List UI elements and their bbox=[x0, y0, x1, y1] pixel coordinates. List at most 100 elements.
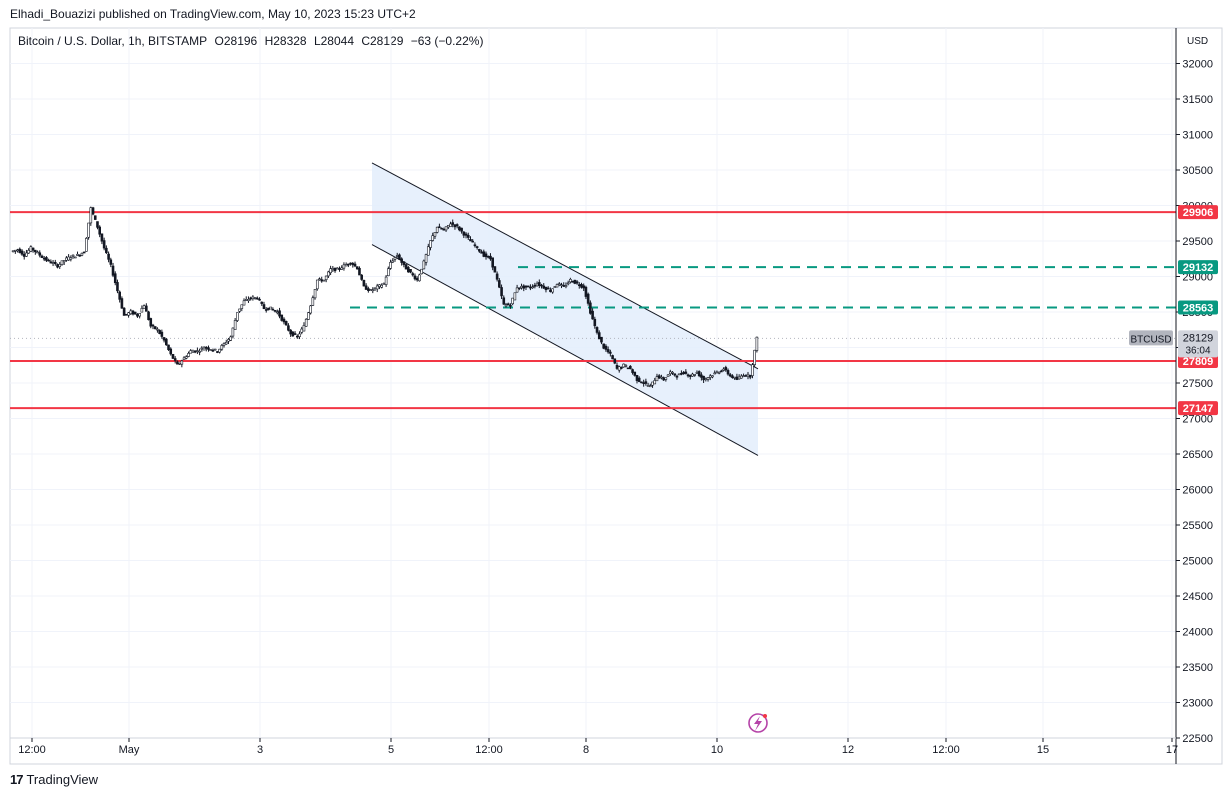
candle bbox=[473, 242, 477, 248]
candle bbox=[666, 374, 670, 377]
candle-body bbox=[535, 283, 539, 287]
candle-body bbox=[333, 267, 337, 272]
level-tag-27147-bg bbox=[1178, 401, 1218, 416]
candle bbox=[227, 337, 230, 345]
candle bbox=[53, 259, 57, 266]
candle-body bbox=[478, 249, 481, 252]
candle bbox=[89, 206, 93, 226]
candle-body bbox=[484, 253, 488, 258]
candle-body bbox=[722, 368, 725, 371]
candle-body bbox=[27, 250, 30, 254]
candle-body bbox=[577, 284, 581, 286]
candle-body bbox=[320, 279, 324, 282]
candle-body bbox=[682, 372, 685, 375]
candle-body bbox=[724, 367, 728, 371]
candle-body bbox=[89, 207, 93, 224]
tradingview-icon: 17 bbox=[10, 772, 24, 787]
candle-body bbox=[735, 376, 739, 380]
candle bbox=[229, 335, 232, 342]
tradingview-brand: TradingView bbox=[26, 772, 99, 787]
candle-body bbox=[247, 299, 250, 302]
candle bbox=[118, 290, 121, 303]
candle-body bbox=[284, 321, 288, 326]
candle bbox=[591, 308, 594, 320]
candle-body bbox=[233, 320, 237, 330]
candle-body bbox=[193, 350, 197, 353]
candle bbox=[333, 267, 337, 273]
descending-channel[interactable] bbox=[371, 162, 759, 456]
candle-body bbox=[287, 325, 290, 331]
candle-body bbox=[751, 364, 754, 376]
candle bbox=[515, 284, 519, 293]
candle bbox=[740, 374, 743, 379]
candle-body bbox=[435, 226, 439, 233]
candle bbox=[125, 313, 128, 316]
candle-body bbox=[677, 373, 681, 376]
candle bbox=[675, 374, 679, 380]
candle bbox=[162, 337, 166, 343]
candle bbox=[113, 271, 117, 286]
candle bbox=[198, 348, 201, 356]
candle-body bbox=[34, 249, 37, 253]
candle-body bbox=[404, 264, 408, 270]
candle bbox=[462, 231, 466, 239]
candle bbox=[451, 219, 455, 228]
lightning-icon[interactable] bbox=[748, 713, 768, 733]
candle-body bbox=[704, 378, 708, 380]
candle-body bbox=[720, 370, 723, 373]
candle-body bbox=[182, 357, 186, 360]
candle-body bbox=[349, 262, 352, 265]
candle-body bbox=[549, 289, 552, 292]
candle-body bbox=[227, 339, 230, 342]
candle bbox=[538, 279, 541, 289]
candle-body bbox=[271, 308, 275, 311]
candle bbox=[606, 346, 610, 354]
candle-body bbox=[486, 255, 490, 258]
candle-body bbox=[113, 273, 117, 284]
tradingview-logo[interactable]: 17 TradingView bbox=[10, 772, 98, 787]
candle-body bbox=[14, 249, 17, 252]
candle-body bbox=[475, 246, 479, 248]
level-tag-29906-bg bbox=[1178, 205, 1218, 220]
candle-body bbox=[60, 260, 64, 265]
candle bbox=[677, 373, 681, 376]
candle-body bbox=[713, 372, 717, 375]
candle-body bbox=[256, 297, 259, 300]
candle bbox=[236, 312, 239, 323]
candle-body bbox=[142, 305, 146, 310]
candle-body bbox=[518, 287, 521, 290]
candle-body bbox=[407, 267, 410, 273]
channel-upper-line bbox=[371, 162, 759, 370]
candle bbox=[593, 316, 597, 329]
time-axis[interactable]: 12:00 May 3 5 12:00 8 10 12 12:00 15 17 bbox=[18, 738, 1178, 756]
candle bbox=[22, 251, 26, 260]
candle-body bbox=[753, 349, 756, 365]
candle-body bbox=[304, 318, 308, 327]
candle-body bbox=[744, 375, 748, 377]
candle-body bbox=[269, 306, 272, 310]
candle-body bbox=[242, 300, 246, 306]
candle bbox=[313, 288, 317, 300]
candle bbox=[728, 372, 732, 378]
candle-body bbox=[251, 296, 255, 300]
candle-body bbox=[56, 264, 59, 268]
candle-body bbox=[31, 247, 35, 251]
candle-body bbox=[156, 328, 159, 331]
candle-body bbox=[282, 318, 286, 323]
candle-body bbox=[360, 274, 363, 280]
candle-body bbox=[158, 330, 161, 335]
candle bbox=[500, 284, 503, 299]
candle-body bbox=[646, 385, 650, 387]
symbol-legend[interactable]: Bitcoin / U.S. Dollar, 1h, BITSTAMP O281… bbox=[18, 34, 487, 48]
candle-body bbox=[329, 268, 332, 274]
price-tick-label: 32000 bbox=[1182, 59, 1213, 71]
candle-body bbox=[533, 285, 537, 287]
candle bbox=[602, 343, 605, 350]
candle bbox=[649, 383, 652, 388]
candle bbox=[51, 259, 55, 267]
candle bbox=[444, 226, 448, 232]
candle-body bbox=[224, 341, 228, 345]
time-tick-label: 10 bbox=[711, 744, 723, 756]
candle-body bbox=[387, 268, 390, 277]
